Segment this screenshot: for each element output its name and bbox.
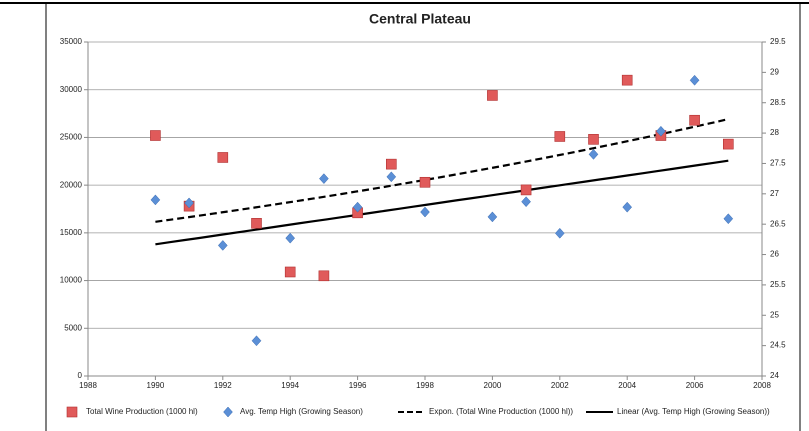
trendline: [155, 159, 729, 246]
y-tick-label: 10000: [60, 276, 83, 285]
point: [487, 211, 498, 223]
point: [386, 171, 397, 183]
point: [318, 270, 330, 282]
y2-tick-label: 29: [770, 67, 779, 76]
point: [251, 335, 262, 347]
y-tick-label: 15000: [60, 228, 83, 237]
legend-marker: [223, 406, 233, 418]
y2-tick-label: 28.5: [770, 98, 786, 107]
point: [150, 194, 161, 206]
point: [419, 176, 431, 188]
y2-tick-label: 25.5: [770, 280, 786, 289]
point: [722, 138, 734, 150]
y2-tick-label: 29.5: [770, 37, 786, 46]
point: [487, 90, 498, 101]
point: [352, 201, 363, 213]
y2-tick-label: 27: [770, 189, 779, 198]
point: [217, 240, 228, 251]
point: [689, 74, 700, 86]
x-tick-label: 1990: [147, 381, 165, 390]
x-tick-label: 1998: [416, 381, 434, 390]
y-tick-label: 25000: [60, 133, 83, 142]
point: [150, 130, 161, 141]
point: [554, 227, 565, 239]
point: [184, 197, 194, 209]
y-tick-label: 20000: [60, 180, 83, 189]
y-tick-label: 35000: [60, 37, 83, 46]
point: [319, 173, 329, 185]
point: [656, 125, 666, 137]
y2-tick-label: 24.5: [770, 341, 786, 350]
point: [621, 74, 633, 86]
x-tick-label: 1996: [349, 381, 367, 390]
point: [420, 206, 430, 218]
point: [554, 131, 566, 142]
y-tick-label: 0: [78, 371, 83, 380]
x-tick-label: 2004: [618, 381, 636, 390]
x-tick-label: 1992: [214, 381, 232, 390]
y2-tick-label: 26: [770, 250, 779, 259]
point: [521, 196, 531, 208]
point: [588, 148, 599, 160]
x-tick-label: 1988: [79, 381, 97, 390]
legend-label: Avg. Temp High (Growing Season): [240, 407, 363, 416]
y-tick-label: 5000: [64, 323, 82, 332]
legend-marker: [66, 406, 78, 418]
legend-label: Linear (Avg. Temp High (Growing Season)): [617, 407, 770, 416]
y2-tick-label: 26.5: [770, 219, 786, 228]
point: [385, 158, 397, 170]
point: [588, 134, 599, 145]
y2-tick-label: 24: [770, 371, 779, 380]
point: [217, 152, 229, 163]
point: [284, 266, 296, 278]
point: [689, 114, 700, 126]
point: [285, 232, 296, 244]
y2-tick-label: 27.5: [770, 159, 786, 168]
point: [622, 201, 633, 213]
y2-tick-label: 25: [770, 310, 779, 319]
x-tick-label: 2000: [484, 381, 502, 390]
point: [520, 184, 532, 196]
y2-tick-label: 28: [770, 128, 779, 137]
chart-title: Central Plateau: [369, 11, 471, 27]
trendline: [155, 118, 729, 223]
y-tick-label: 30000: [60, 85, 83, 94]
point: [723, 213, 734, 225]
x-tick-label: 2002: [551, 381, 569, 390]
x-tick-label: 2006: [686, 381, 704, 390]
legend-label: Total Wine Production (1000 hl): [86, 407, 198, 416]
x-tick-label: 2008: [753, 381, 771, 390]
legend-label: Expon. (Total Wine Production (1000 hl)): [429, 407, 573, 416]
point: [251, 218, 262, 229]
x-tick-label: 1994: [281, 381, 299, 390]
